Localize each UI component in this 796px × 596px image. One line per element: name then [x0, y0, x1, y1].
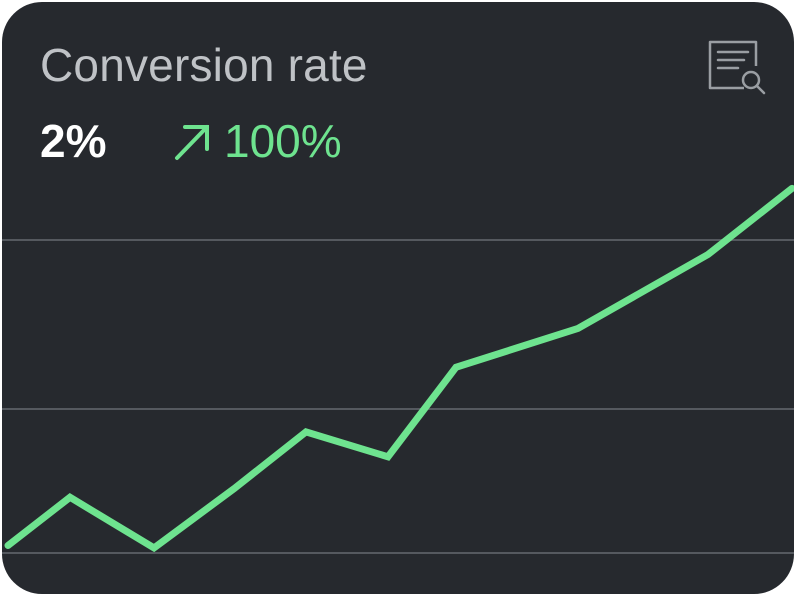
card-title: Conversion rate	[40, 39, 368, 91]
change-badge: 100%	[172, 114, 342, 168]
arrow-up-right-icon	[175, 125, 209, 160]
report-search-icon[interactable]	[704, 38, 768, 100]
metric-value: 2%	[40, 115, 107, 167]
chart-gridlines	[2, 239, 794, 554]
change-value: 100%	[224, 115, 342, 167]
series-line	[4, 184, 794, 553]
